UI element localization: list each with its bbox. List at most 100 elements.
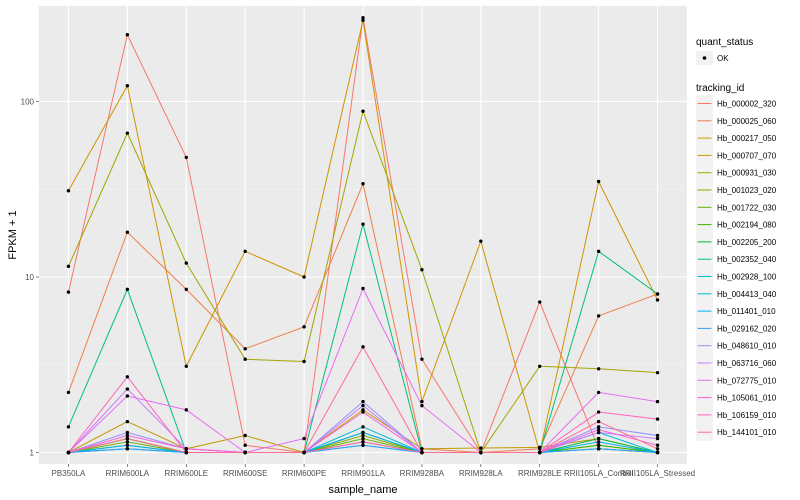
legend-item-Hb_063716_060: Hb_063716_060	[696, 354, 777, 372]
data-point	[243, 249, 247, 254]
legend-label: Hb_105061_010	[717, 394, 777, 403]
data-point	[184, 447, 188, 451]
data-point	[655, 436, 660, 441]
data-point	[596, 410, 601, 414]
data-point	[479, 446, 483, 450]
data-point	[361, 399, 365, 404]
y-tick-label: 1	[30, 449, 35, 458]
data-point	[125, 33, 130, 37]
points-Hb_000931_030	[66, 109, 660, 455]
legend-label: Hb_004413_040	[717, 290, 777, 299]
data-point	[596, 314, 601, 318]
legend-item-Hb_002194_080: Hb_002194_080	[696, 216, 777, 234]
data-point	[125, 230, 130, 234]
data-point	[125, 84, 130, 88]
legend-item-Hb_001023_020: Hb_001023_020	[696, 181, 777, 199]
legend-item-Hb_072775_010: Hb_072775_010	[696, 371, 777, 389]
data-point	[655, 450, 660, 455]
data-point	[302, 450, 306, 455]
legend-item-Hb_002352_040: Hb_002352_040	[696, 250, 777, 268]
data-point	[361, 109, 365, 113]
data-point	[538, 364, 542, 368]
data-point	[302, 325, 306, 329]
data-point	[184, 287, 188, 292]
data-point	[66, 425, 71, 429]
data-point	[66, 189, 71, 193]
legend-label: Hb_001023_020	[717, 186, 777, 195]
legend-item-Hb_004413_040: Hb_004413_040	[696, 285, 777, 303]
data-point	[66, 450, 71, 455]
legend-quant-status-key	[696, 51, 713, 65]
legend-label: Hb_048610_010	[717, 342, 777, 351]
x-tick-label: RRIM600LA	[106, 469, 150, 478]
y-axis-title: FPKM + 1	[7, 210, 19, 259]
data-point	[655, 292, 660, 296]
data-point	[479, 239, 483, 243]
data-point	[596, 425, 601, 429]
data-point	[243, 443, 247, 447]
data-point	[361, 425, 365, 429]
legend-item-Hb_000931_030: Hb_000931_030	[696, 164, 777, 182]
legend-quant-key-point	[702, 56, 707, 60]
data-point	[125, 443, 130, 447]
data-point	[596, 419, 601, 424]
x-tick-label: RRIM901LA	[341, 469, 385, 478]
data-point	[655, 399, 660, 404]
x-tick-label: RRIM928LE	[518, 469, 562, 478]
data-point	[361, 345, 365, 349]
legend-item-Hb_002928_100: Hb_002928_100	[696, 268, 777, 285]
data-point	[596, 390, 601, 395]
data-point	[184, 261, 188, 265]
legend-label: Hb_000931_030	[717, 169, 777, 178]
data-point	[125, 394, 130, 398]
legend-label: Hb_002194_080	[717, 221, 777, 230]
data-point	[125, 447, 130, 451]
legend-label: Hb_106159_010	[717, 411, 777, 420]
data-point	[361, 182, 365, 186]
y-tick-label: 100	[21, 97, 35, 106]
legend-item-Hb_048610_010: Hb_048610_010	[696, 337, 777, 355]
x-tick-label: RRIM928LA	[459, 469, 503, 478]
data-point	[420, 450, 424, 455]
legend-quant-status-ok: OK	[717, 54, 729, 63]
data-point	[184, 155, 188, 160]
legend-label: Hb_002928_100	[717, 273, 777, 282]
legend-item-Hb_106159_010: Hb_106159_010	[696, 406, 777, 424]
data-point	[125, 436, 130, 441]
data-point	[302, 436, 306, 441]
data-point	[243, 347, 247, 351]
data-point	[596, 367, 601, 371]
legend-item-Hb_001722_030: Hb_001722_030	[696, 198, 777, 216]
data-point	[361, 436, 365, 441]
series-layer	[66, 16, 660, 455]
data-point	[243, 450, 247, 455]
legend-item-Hb_144101_010: Hb_144101_010	[696, 423, 777, 441]
data-point	[125, 430, 130, 435]
legend-item-Hb_000707_070: Hb_000707_070	[696, 146, 777, 164]
data-point	[655, 433, 660, 438]
data-point	[655, 370, 660, 375]
data-point	[125, 440, 130, 444]
data-point	[420, 268, 424, 272]
data-point	[420, 357, 424, 361]
data-point	[361, 433, 365, 438]
data-point	[596, 179, 601, 184]
x-tick-label: RRIM928BA	[400, 469, 445, 478]
legend-tracking-id-items: Hb_000002_320 Hb_000025_060 Hb_000217_050 H…	[696, 95, 777, 441]
data-point	[655, 443, 660, 447]
data-point	[596, 436, 601, 441]
legend-item-Hb_011401_010: Hb_011401_010	[696, 302, 776, 320]
data-point	[596, 440, 601, 444]
x-tick-label: RRIM600SE	[223, 469, 267, 478]
x-tick-label: RRIM600LE	[164, 469, 208, 478]
legend-item-Hb_000002_320: Hb_000002_320	[696, 95, 777, 112]
data-point	[125, 375, 130, 379]
legend-label: Hb_144101_010	[717, 428, 777, 437]
data-point	[538, 445, 542, 450]
x-axis-title: sample_name	[328, 484, 397, 496]
data-point	[125, 287, 130, 292]
data-point	[538, 450, 542, 455]
x-tick-label: RRIM600PE	[282, 469, 326, 478]
data-point	[184, 450, 188, 455]
points-Hb_144101_010	[66, 345, 660, 455]
